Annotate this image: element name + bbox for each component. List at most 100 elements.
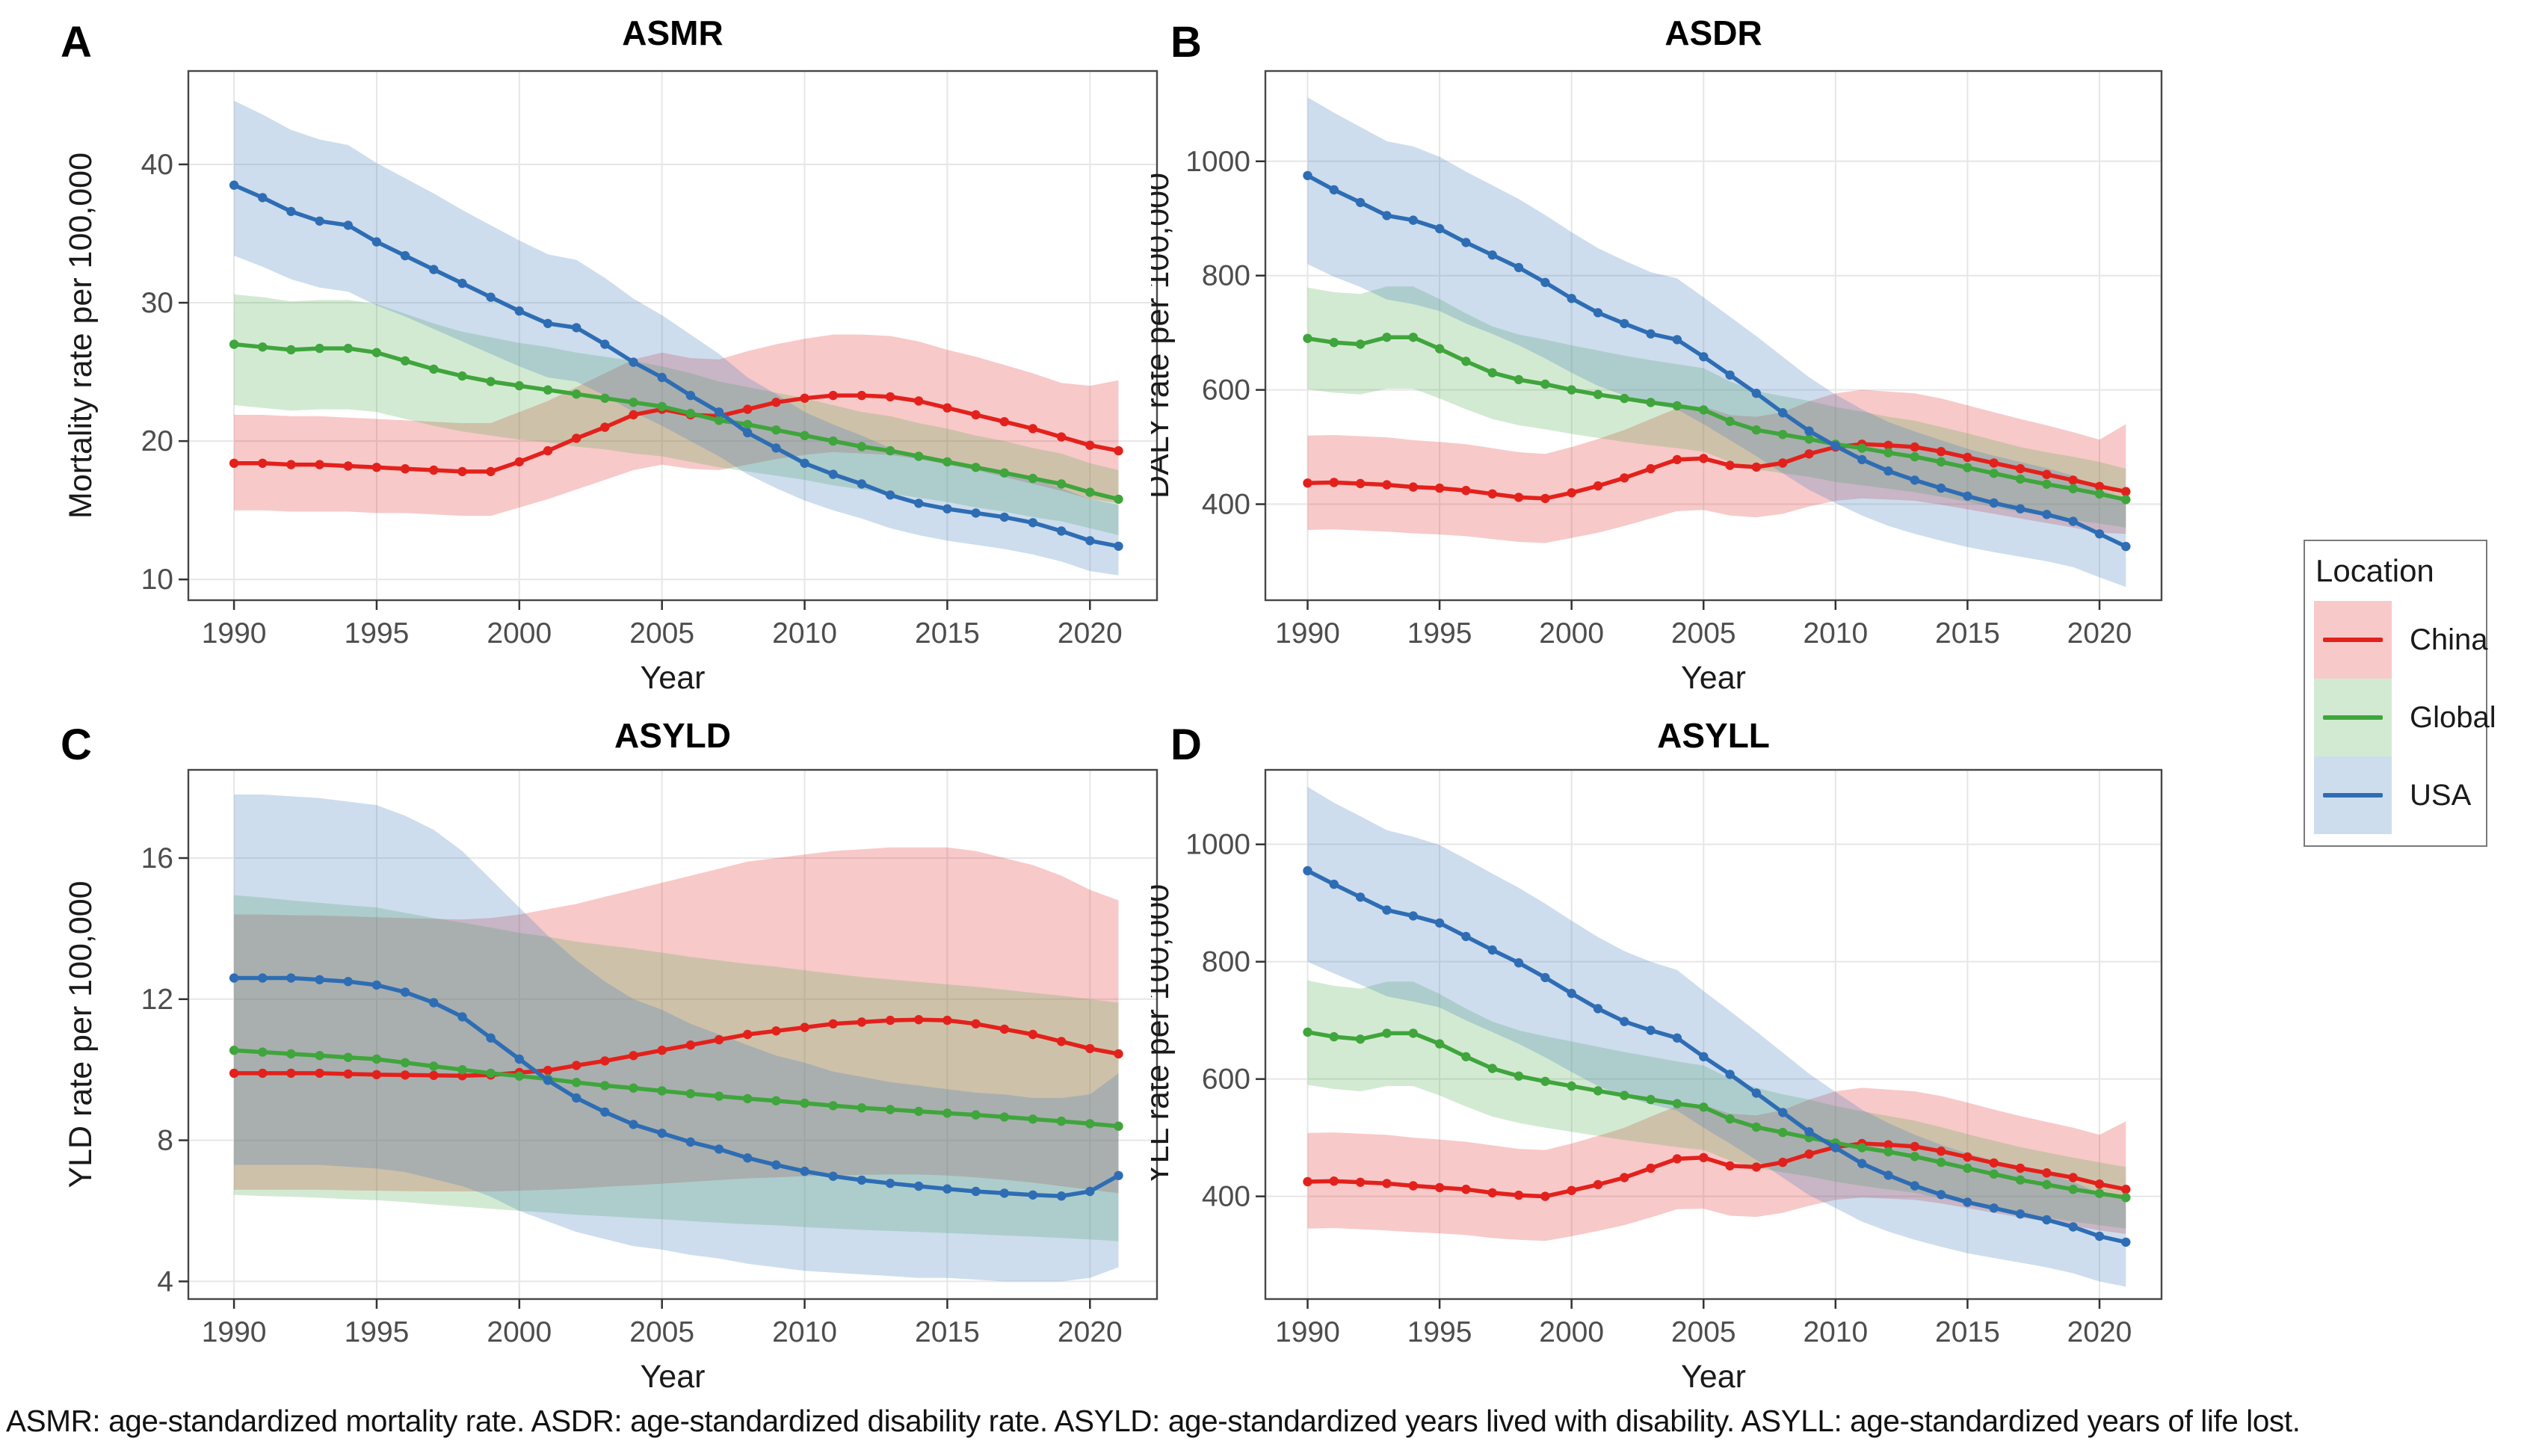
line-usa: [1303, 170, 2131, 552]
y-axis-title: YLD rate per 100,000: [63, 880, 99, 1188]
svg-text:2010: 2010: [772, 1316, 837, 1348]
svg-text:1995: 1995: [1407, 617, 1472, 650]
global-band-swatch: [2314, 679, 2392, 756]
panel-asdr: 1990 1995 2000 2005 2010 2015 2020 400 600 800 100…: [1151, 6, 2306, 697]
line-global: [229, 339, 1123, 505]
svg-text:1995: 1995: [1407, 1316, 1472, 1348]
line-china: [229, 1015, 1123, 1081]
ribbon-usa: [234, 795, 1119, 1282]
panel-title: ASYLL: [1657, 716, 1770, 755]
ribbon-global: [234, 294, 1119, 535]
svg-text:2005: 2005: [1671, 617, 1736, 650]
x-axis: 1990 1995 2000 2005 2010 2015 2020: [1275, 600, 2132, 650]
ribbon-usa: [1307, 97, 2126, 587]
plot-border: [1264, 768, 2163, 1301]
panel-asmr: 1990 1995 2000 2005 2010 2015 2020 10 20 30 40 ASMR…: [41, 6, 1166, 697]
svg-text:30: 30: [141, 287, 173, 319]
ribbon-global: [1307, 286, 2126, 528]
china-band-swatch: [2314, 601, 2392, 679]
confidence-ribbons: [1307, 786, 2126, 1287]
panel-A-chart-svg: 1990 1995 2000 2005 2010 2015 2020 10 20 30 40 ASMR…: [61, 13, 1158, 696]
usa-band-swatch: [2314, 756, 2392, 834]
svg-text:2010: 2010: [1803, 1316, 1868, 1348]
legend-item-global: Global: [2314, 679, 2496, 756]
usa-line-icon: [2323, 793, 2383, 798]
ribbon-china: [1307, 1088, 2126, 1241]
legend-label-usa: USA: [2410, 778, 2472, 812]
y-axis: 10 20 30 40: [141, 149, 188, 596]
svg-text:2020: 2020: [2067, 1316, 2132, 1348]
x-axis: 1990 1995 2000 2005 2010 2015 2020: [202, 1299, 1123, 1348]
line-usa: [229, 180, 1123, 551]
svg-text:2015: 2015: [915, 617, 980, 650]
svg-text:2005: 2005: [629, 617, 694, 650]
x-axis: 1990 1995 2000 2005 2010 2015 2020: [202, 600, 1123, 650]
legend: Location China Global USA: [2304, 540, 2496, 847]
svg-text:1000: 1000: [1185, 146, 1250, 178]
svg-text:8: 8: [157, 1125, 173, 1157]
y-axis-title: Mortality rate per 100,000: [63, 152, 99, 519]
svg-text:2000: 2000: [1539, 617, 1604, 650]
line-global: [1303, 1027, 2131, 1203]
svg-text:2010: 2010: [1803, 617, 1868, 650]
line-usa: [1303, 866, 2131, 1247]
y-axis-title: DALY rate per 100,000: [1151, 173, 1176, 499]
line-usa: [229, 973, 1123, 1201]
figure-caption: ASMR: age-standardized mortality rate. A…: [6, 1404, 2301, 1438]
ribbon-global: [1307, 980, 2126, 1229]
svg-text:600: 600: [1202, 1064, 1250, 1096]
ribbon-china: [1307, 389, 2126, 543]
confidence-ribbons: [1307, 97, 2126, 587]
legend-item-usa: USA: [2314, 756, 2477, 834]
svg-text:2000: 2000: [487, 617, 552, 650]
svg-text:400: 400: [1202, 489, 1250, 521]
confidence-ribbons: [234, 795, 1119, 1282]
global-line-icon: [2323, 715, 2383, 720]
panel-D-chart-svg: 1990 1995 2000 2005 2010 2015 2020 400 600 800 100…: [1151, 716, 2163, 1395]
plot-border: [187, 70, 1158, 602]
panel-C-chart-svg: 1990 1995 2000 2005 2010 2015 2020 4 8 12 16 ASYLD C…: [61, 716, 1158, 1395]
svg-text:400: 400: [1202, 1181, 1250, 1213]
ribbon-global: [234, 895, 1119, 1241]
x-axis-title: Year: [1681, 1359, 1746, 1395]
svg-text:600: 600: [1202, 374, 1250, 407]
legend-label-global: Global: [2410, 700, 2496, 734]
svg-text:1995: 1995: [345, 1316, 410, 1348]
panel-title: ASMR: [622, 13, 723, 52]
y-axis-title: YLL rate per 100,000: [1151, 884, 1176, 1185]
panel-asyll: 1990 1995 2000 2005 2010 2015 2020 400 600 800 100…: [1151, 709, 2306, 1400]
svg-text:2005: 2005: [1671, 1316, 1736, 1348]
svg-text:40: 40: [141, 149, 173, 181]
svg-text:2005: 2005: [629, 1316, 694, 1348]
panel-letter: A: [61, 18, 92, 67]
line-china: [1303, 439, 2131, 504]
svg-text:2020: 2020: [2067, 617, 2132, 650]
plot-border: [187, 768, 1158, 1301]
svg-text:2015: 2015: [1935, 1316, 2000, 1348]
svg-text:1990: 1990: [1275, 617, 1340, 650]
x-axis-title: Year: [641, 1359, 706, 1395]
legend-item-china: China: [2314, 601, 2488, 679]
svg-text:2020: 2020: [1058, 1316, 1123, 1348]
x-axis-title: Year: [641, 660, 706, 696]
svg-text:4: 4: [157, 1265, 173, 1298]
panel-title: ASYLD: [614, 716, 731, 755]
panel-title: ASDR: [1664, 13, 1762, 52]
ribbon-china: [234, 847, 1119, 1194]
ribbon-usa: [1307, 786, 2126, 1287]
panel-letter: B: [1170, 18, 1202, 67]
svg-text:1995: 1995: [345, 617, 410, 650]
x-axis: 1990 1995 2000 2005 2010 2015 2020: [1275, 1299, 2132, 1348]
svg-text:16: 16: [141, 842, 173, 874]
svg-text:12: 12: [141, 984, 173, 1016]
y-axis: 400 600 800 1000: [1185, 829, 1265, 1213]
plot-border: [1264, 70, 2163, 602]
y-axis: 400 600 800 1000: [1185, 146, 1265, 521]
gridlines: [188, 71, 1157, 600]
svg-text:1990: 1990: [202, 1316, 267, 1348]
panel-letter: C: [61, 721, 92, 769]
line-global: [229, 1046, 1123, 1131]
legend-title: Location: [2315, 553, 2434, 588]
panel-letter: D: [1170, 721, 1202, 769]
ribbon-usa: [234, 100, 1119, 576]
